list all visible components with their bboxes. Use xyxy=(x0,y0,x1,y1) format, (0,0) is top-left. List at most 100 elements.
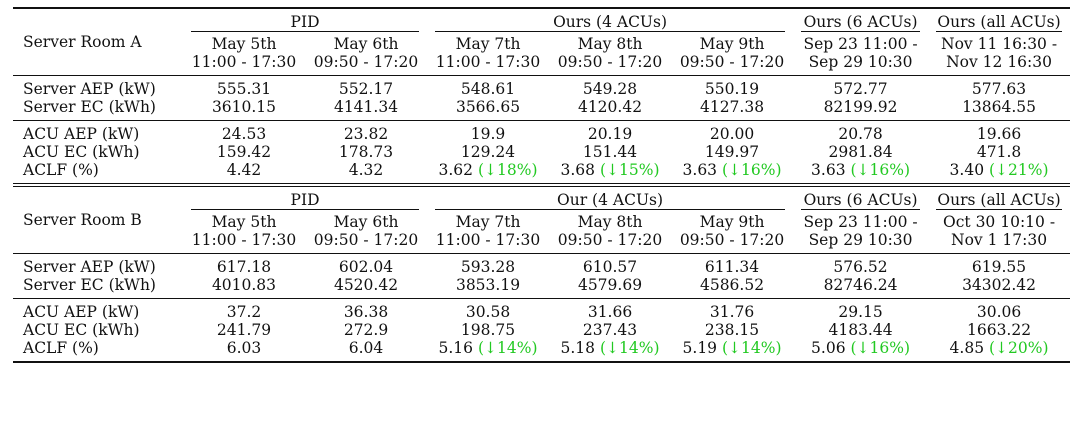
period-line-1: May 9th xyxy=(699,35,765,53)
period-line-2: Nov 12 16:30 xyxy=(946,53,1052,71)
period-line-1: Oct 30 10:10 - xyxy=(943,213,1056,231)
period-line-2: 09:50 - 17:20 xyxy=(313,231,419,249)
cell-value: 4.32 xyxy=(348,161,384,179)
period-line-1: May 6th xyxy=(333,35,399,53)
group-underline xyxy=(435,31,786,32)
cell-value: 4579.69 xyxy=(577,276,643,294)
period-line-2: 09:50 - 17:20 xyxy=(679,53,785,71)
row-label: ACU EC (kWh) xyxy=(23,321,140,339)
period-line-1: May 8th xyxy=(577,35,643,53)
cell-value: 20.19 xyxy=(587,125,633,143)
section-title: Server Room A xyxy=(23,33,142,51)
cell-value: 272.9 xyxy=(343,321,389,339)
period-line-1: May 9th xyxy=(699,213,765,231)
cell-value: 3853.19 xyxy=(455,276,521,294)
reduction-badge: (↓16%) xyxy=(721,161,782,179)
table-cell: 4.32 xyxy=(305,161,427,185)
group-header: Our (4 ACUs) xyxy=(427,185,793,210)
reduction-badge: (↓18%) xyxy=(477,161,538,179)
period-line-1: May 5th xyxy=(211,213,277,231)
cell-value: 4127.38 xyxy=(699,98,765,116)
table-cell: 617.18 xyxy=(183,254,305,276)
cell-value: 5.19 xyxy=(682,339,718,357)
reduction-badge: (↓14%) xyxy=(721,339,782,357)
cell-value: 555.31 xyxy=(216,80,272,98)
table-cell: 619.55 xyxy=(928,254,1070,276)
table-cell: 149.97 xyxy=(671,143,793,161)
cell-value: 82199.92 xyxy=(823,98,898,116)
period-line-2: Sep 29 10:30 xyxy=(808,231,913,249)
table-cell: 4579.69 xyxy=(549,276,671,299)
cell-value: 34302.42 xyxy=(962,276,1037,294)
period-line-2: 09:50 - 17:20 xyxy=(313,53,419,71)
table-cell: 82746.24 xyxy=(793,276,928,299)
cell-value: 611.34 xyxy=(704,258,760,276)
period-line-1: May 6th xyxy=(333,213,399,231)
cell-value: 31.66 xyxy=(587,303,633,321)
row-label: ACLF (%) xyxy=(23,339,99,357)
table-cell: 30.58 xyxy=(427,299,549,321)
cell-value: 3.68 xyxy=(560,161,596,179)
period-line-2: Nov 1 17:30 xyxy=(951,231,1048,249)
period-header: Sep 23 11:00 - Sep 29 10:30 xyxy=(793,32,928,76)
cell-value: 3566.65 xyxy=(455,98,521,116)
cell-value: 4120.42 xyxy=(577,98,643,116)
cell-value: 552.17 xyxy=(338,80,394,98)
table-row: Server AEP (kW) 617.18 602.04 593.28 610.57 6… xyxy=(13,253,1071,276)
table-cell: 24.53 xyxy=(183,121,305,143)
table-body: Server Room A PID Ours (4 ACUs) Ours (6 ACU… xyxy=(13,8,1071,362)
period-line-2: 09:50 - 17:20 xyxy=(557,53,663,71)
cell-value: 30.58 xyxy=(465,303,511,321)
table-cell: 151.44 xyxy=(549,143,671,161)
cell-value: 572.77 xyxy=(833,80,888,98)
table-cell: 238.15 xyxy=(671,321,793,339)
table-cell: 5.18 (↓14%) xyxy=(549,339,671,362)
group-header: PID xyxy=(183,8,427,32)
table-cell: 5.06 (↓16%) xyxy=(793,339,928,362)
table-cell: 471.8 xyxy=(928,143,1070,161)
period-line-2: 09:50 - 17:20 xyxy=(557,231,663,249)
cell-value: 4010.83 xyxy=(211,276,277,294)
table-cell: 36.38 xyxy=(305,299,427,321)
cell-value: 471.8 xyxy=(976,143,1022,161)
cell-value: 6.04 xyxy=(348,339,384,357)
table-cell: 5.19 (↓14%) xyxy=(671,339,793,362)
table-row: ACLF (%) 6.03 6.04 5.16 (↓14%) 5.18 (↓14%) 5.… xyxy=(13,339,1071,362)
table-cell: 30.06 xyxy=(928,299,1070,321)
table-cell: 159.42 xyxy=(183,143,305,161)
table-cell: 19.9 xyxy=(427,121,549,143)
row-label: ACU AEP (kW) xyxy=(23,125,140,143)
table-row: Server AEP (kW) 555.31 552.17 548.61 549.28 5… xyxy=(13,75,1071,98)
reduction-badge: (↓14%) xyxy=(477,339,538,357)
period-header: May 9th 09:50 - 17:20 xyxy=(671,32,793,76)
reduction-badge: (↓21%) xyxy=(989,161,1049,179)
group-header-label: PID xyxy=(290,13,320,31)
cell-value: 617.18 xyxy=(216,258,272,276)
table-cell: 4586.52 xyxy=(671,276,793,299)
reduction-badge: (↓15%) xyxy=(599,161,660,179)
group-underline xyxy=(191,209,420,210)
period-line-1: May 7th xyxy=(455,213,521,231)
cell-value: 36.38 xyxy=(343,303,389,321)
table-cell: 4010.83 xyxy=(183,276,305,299)
period-line-1: Sep 23 11:00 - xyxy=(803,213,918,231)
cell-value: 550.19 xyxy=(704,80,760,98)
table-cell: 20.78 xyxy=(793,121,928,143)
group-header-label: Ours (all ACUs) xyxy=(937,191,1061,209)
cell-value: 3.62 xyxy=(438,161,474,179)
cell-value: 24.53 xyxy=(221,125,267,143)
table-cell: 4127.38 xyxy=(671,98,793,121)
group-header-label: Ours (all ACUs) xyxy=(937,13,1061,31)
cell-value: 4.85 xyxy=(949,339,985,357)
table-cell: 6.04 xyxy=(305,339,427,362)
table-cell: 2981.84 xyxy=(793,143,928,161)
row-label: ACU AEP (kW) xyxy=(23,303,140,321)
table-cell: 549.28 xyxy=(549,76,671,98)
period-header: May 7th 11:00 - 17:30 xyxy=(427,210,549,254)
cell-value: 4.42 xyxy=(226,161,262,179)
table-cell: 23.82 xyxy=(305,121,427,143)
cell-value: 548.61 xyxy=(460,80,516,98)
cell-value: 5.16 xyxy=(438,339,474,357)
cell-value: 31.76 xyxy=(709,303,755,321)
table-cell: 602.04 xyxy=(305,254,427,276)
